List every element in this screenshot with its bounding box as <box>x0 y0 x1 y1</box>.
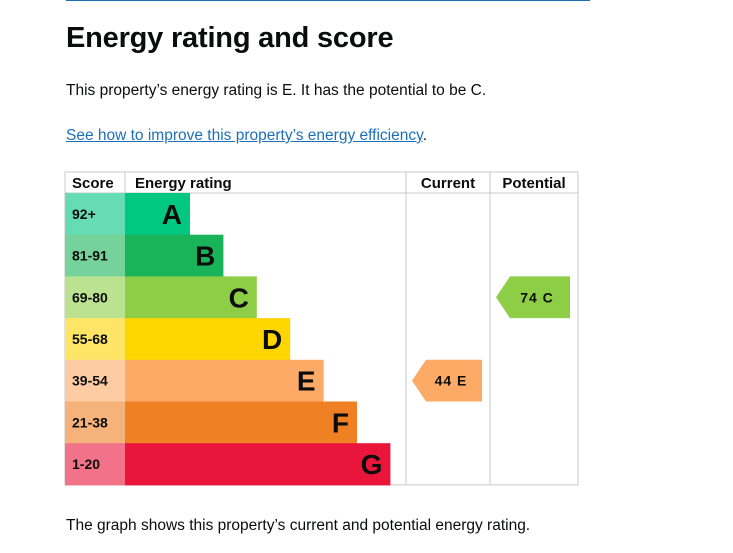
improve-link-line: See how to improve this property’s energ… <box>66 127 427 145</box>
band-bar-c <box>125 276 257 319</box>
header-energy-rating: Energy rating <box>135 175 232 192</box>
score-label-f: 21-38 <box>72 414 108 430</box>
score-cell-e <box>65 359 125 402</box>
header-current: Current <box>421 175 475 192</box>
top-rule <box>66 0 590 1</box>
band-letter-e: E <box>297 366 316 397</box>
rating-summary: This property’s energy rating is E. It h… <box>66 82 487 99</box>
link-suffix: . <box>422 127 427 144</box>
potential-rating-arrow <box>496 276 570 319</box>
band-letter-b: B <box>195 241 215 272</box>
score-label-b: 81-91 <box>72 248 108 264</box>
score-cell-f <box>65 401 125 444</box>
score-label-a: 92+ <box>72 206 96 222</box>
band-bar-f <box>125 401 357 444</box>
current-rating-arrow <box>412 359 482 402</box>
header-potential: Potential <box>502 175 565 192</box>
improve-efficiency-link[interactable]: See how to improve this property’s energ… <box>66 127 423 144</box>
band-bar-d <box>125 318 291 361</box>
score-label-d: 55-68 <box>72 331 108 347</box>
chart-caption: The graph shows this property’s current … <box>66 517 531 534</box>
band-letter-g: G <box>361 449 383 480</box>
header-score: Score <box>72 175 114 192</box>
band-bar-a <box>125 193 190 236</box>
score-cell-a <box>65 193 125 236</box>
score-label-c: 69-80 <box>72 289 108 305</box>
page-title: Energy rating and score <box>66 22 394 54</box>
potential-rating-label: 74 C <box>520 289 554 305</box>
current-rating-label: 44 E <box>435 373 468 389</box>
band-letter-c: C <box>229 282 249 313</box>
band-bar-g <box>125 443 391 486</box>
score-cell-c <box>65 276 125 319</box>
band-bar-e <box>125 359 324 402</box>
score-label-e: 39-54 <box>72 373 108 389</box>
band-letter-a: A <box>162 199 182 230</box>
score-cell-g <box>65 443 125 486</box>
score-label-g: 1-20 <box>72 456 100 472</box>
score-cell-b <box>65 234 125 277</box>
band-letter-f: F <box>332 407 349 438</box>
band-letter-d: D <box>262 324 282 355</box>
score-cell-d <box>65 318 125 361</box>
band-bar-b <box>125 234 224 277</box>
